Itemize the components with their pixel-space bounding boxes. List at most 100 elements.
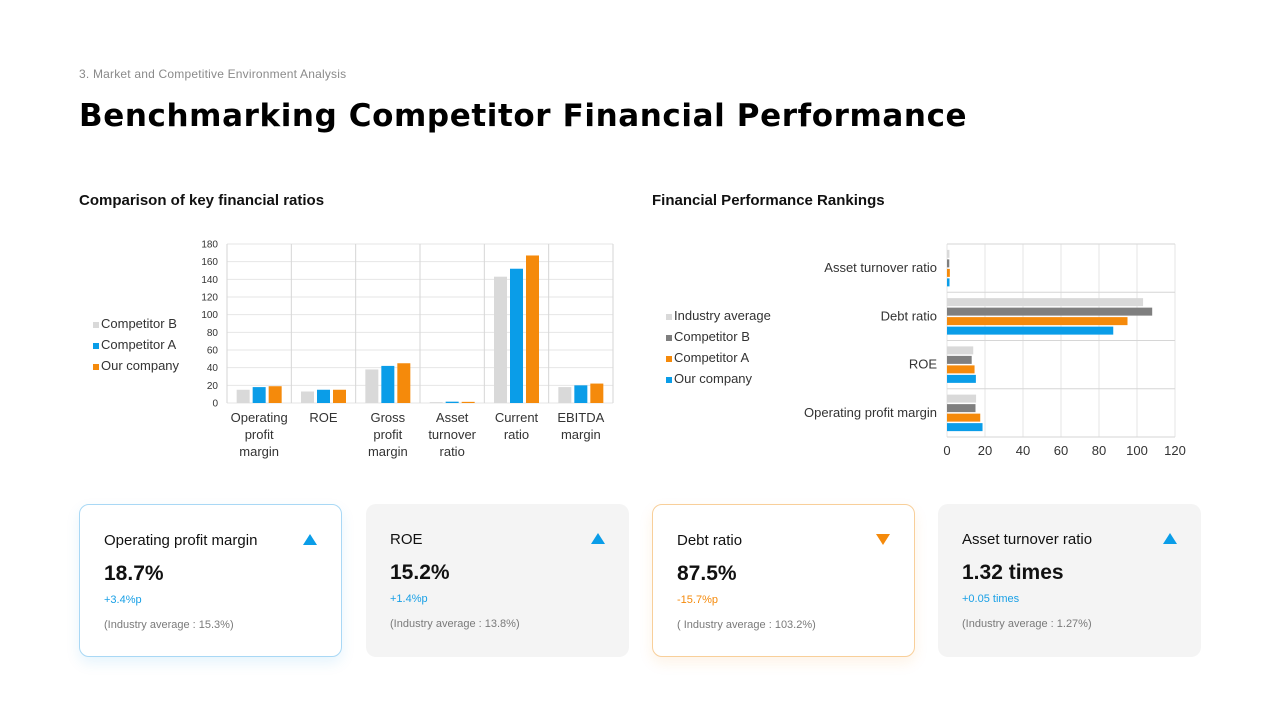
kpi-card-debt-ratio: Debt ratio 87.5% -15.7%p ( Industry aver… xyxy=(652,504,915,657)
bar xyxy=(445,401,459,403)
bar xyxy=(947,394,977,403)
x-tick-label: Operating xyxy=(231,410,288,425)
y-tick-label: 20 xyxy=(207,381,219,392)
x-tick-label: profit xyxy=(245,427,274,442)
card-title: Operating profit margin xyxy=(104,532,258,549)
bar xyxy=(947,307,1153,316)
y-tick-label: 120 xyxy=(201,293,218,304)
y-tick-label: Operating profit margin xyxy=(804,405,937,420)
legend-label: Industry average xyxy=(674,308,771,323)
bar xyxy=(947,374,976,383)
legend-swatch xyxy=(666,377,672,383)
bar xyxy=(947,404,976,413)
y-tick-label: 0 xyxy=(212,399,218,410)
triangle-up-icon xyxy=(303,534,317,545)
x-tick-label: ROE xyxy=(309,410,338,425)
bar xyxy=(947,355,972,364)
card-note: ( Industry average : 103.2%) xyxy=(677,619,816,631)
bar xyxy=(526,255,539,403)
card-title: ROE xyxy=(390,531,423,548)
chart-title-rankings: Financial Performance Rankings xyxy=(652,192,885,209)
y-tick-label: 80 xyxy=(207,328,219,339)
card-change: +0.05 times xyxy=(962,593,1020,605)
card-title: Debt ratio xyxy=(677,532,743,549)
legend-swatch xyxy=(666,314,672,320)
y-tick-label: 140 xyxy=(201,275,218,286)
bar xyxy=(558,387,572,403)
chart-rankings: 0 20 40 60 80 100 120 Asset turnover ratio Debt … xyxy=(666,243,1186,458)
y-tick-label: 60 xyxy=(207,346,219,357)
bar xyxy=(365,369,379,403)
bar xyxy=(301,391,314,403)
chart-title-key-ratios: Comparison of key financial ratios xyxy=(79,192,325,209)
legend-label: Competitor B xyxy=(674,329,750,344)
legend-swatch xyxy=(93,343,99,349)
legend-swatch xyxy=(93,322,99,328)
card-change: +1.4%p xyxy=(390,593,428,605)
y-tick-label: 160 xyxy=(201,257,218,268)
bar xyxy=(947,259,950,268)
card-change: -15.7%p xyxy=(677,594,718,606)
card-note: (Industry average : 15.3%) xyxy=(104,619,234,631)
x-tick-label: profit xyxy=(373,427,402,442)
x-tick-label: Asset xyxy=(436,410,469,425)
legend-label: Competitor A xyxy=(674,350,749,365)
bar xyxy=(397,363,411,403)
bar xyxy=(317,389,330,403)
bar xyxy=(947,365,975,374)
legend-label: Our company xyxy=(674,371,753,386)
bar xyxy=(947,268,950,277)
bar xyxy=(510,268,523,403)
bar xyxy=(947,249,950,258)
x-tick-label: ratio xyxy=(504,427,529,442)
x-tick-label: 80 xyxy=(1092,443,1106,458)
card-value: 15.2% xyxy=(390,561,450,584)
card-value: 18.7% xyxy=(104,562,164,585)
card-value: 1.32 times xyxy=(962,561,1064,584)
x-tick-label: margin xyxy=(239,444,279,459)
triangle-up-icon xyxy=(591,533,605,544)
bar xyxy=(947,298,1144,307)
bar xyxy=(494,276,507,403)
bar xyxy=(429,402,443,403)
x-tick-label: turnover xyxy=(428,427,476,442)
card-note: (Industry average : 13.8%) xyxy=(390,618,520,630)
kpi-card-operating-profit-margin: Operating profit margin 18.7% +3.4%p (In… xyxy=(79,504,342,657)
y-tick-label: Asset turnover ratio xyxy=(824,260,937,275)
triangle-down-icon xyxy=(876,534,890,545)
bar xyxy=(947,326,1114,335)
page-title: Benchmarking Competitor Financial Perfor… xyxy=(79,98,968,134)
triangle-up-icon xyxy=(1163,533,1177,544)
legend-swatch xyxy=(666,356,672,362)
bar xyxy=(947,413,981,422)
x-tick-label: 40 xyxy=(1016,443,1030,458)
legend-label: Our company xyxy=(101,358,180,373)
x-tick-label: Gross xyxy=(370,410,405,425)
card-note: (Industry average : 1.27%) xyxy=(962,618,1092,630)
bar xyxy=(947,346,974,355)
legend-label: Competitor A xyxy=(101,337,176,352)
bar xyxy=(590,383,604,403)
x-tick-label: Current xyxy=(495,410,539,425)
legend-label: Competitor B xyxy=(101,316,177,331)
card-change: +3.4%p xyxy=(104,594,142,606)
kpi-card-roe: ROE 15.2% +1.4%p (Industry average : 13.… xyxy=(366,504,629,657)
x-tick-label: 0 xyxy=(943,443,950,458)
card-value: 87.5% xyxy=(677,562,737,585)
x-tick-label: margin xyxy=(368,444,408,459)
x-tick-label: EBITDA xyxy=(557,410,604,425)
card-title: Asset turnover ratio xyxy=(962,531,1093,548)
y-tick-label: ROE xyxy=(909,357,938,372)
bar xyxy=(947,278,950,287)
x-tick-label: 60 xyxy=(1054,443,1068,458)
bar xyxy=(236,389,250,403)
y-tick-label: 100 xyxy=(201,310,218,321)
bar xyxy=(381,365,395,403)
y-tick-label: 40 xyxy=(207,363,219,374)
legend-swatch xyxy=(666,335,672,341)
x-tick-label: ratio xyxy=(440,444,465,459)
bar xyxy=(333,389,346,403)
bar xyxy=(574,385,588,403)
x-tick-label: 120 xyxy=(1164,443,1186,458)
x-tick-label: 20 xyxy=(978,443,992,458)
